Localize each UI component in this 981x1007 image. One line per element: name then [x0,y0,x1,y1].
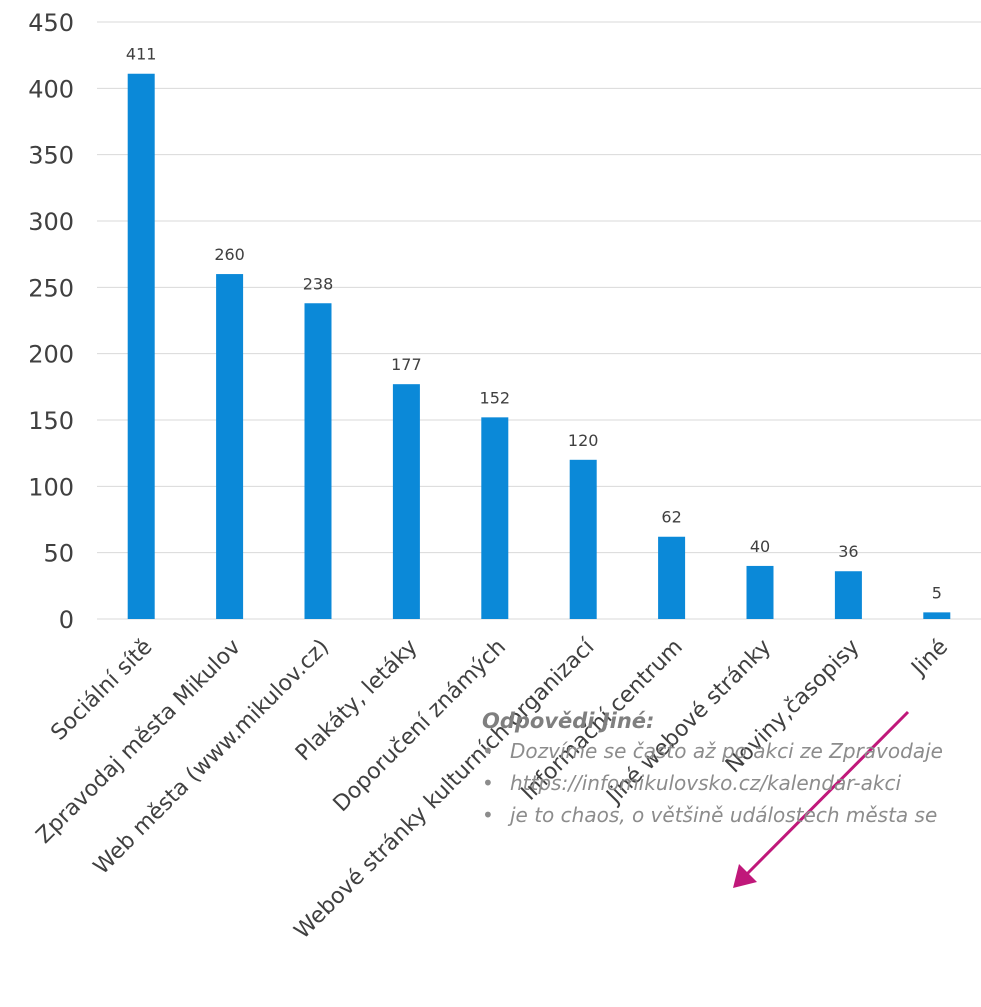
bullet-icon: • [482,771,494,795]
y-tick-label: 200 [28,341,74,369]
bar [923,612,951,619]
y-tick-label: 150 [28,407,74,435]
annotation-arrow [733,710,910,888]
data-label: 5 [932,583,942,602]
y-tick-label: 300 [28,208,74,236]
arrow-shaft [743,710,910,878]
y-tick-label: 250 [28,274,74,302]
data-label: 120 [568,431,599,450]
note-item-text: je to chaos, o většině událostech města … [510,803,938,827]
y-axis-ticks: 0 50 100 150 200 250 300 350 400 450 [28,9,74,634]
note-item: • https://infomikulovsko.cz/kalendar-akci [482,767,981,799]
y-tick-label: 50 [43,540,74,568]
arrow-head-icon [733,864,757,888]
bar [834,571,862,619]
bar [746,565,774,619]
bar [392,384,420,619]
data-label: 40 [750,537,770,556]
y-tick-label: 0 [59,606,74,634]
note-item-text: Dozvíme se často až po akci ze Zpravodaj… [510,739,943,763]
data-label: 260 [214,245,245,264]
note-title: Odpovědi Jiné: [482,709,655,733]
bar [127,73,155,620]
data-label: 36 [838,542,858,561]
bar [216,274,244,619]
note-item: • Dozvíme se často až po akci ze Zpravoda… [482,735,981,767]
data-label: 411 [126,45,157,64]
gridlines [97,21,981,620]
other-answers-note: Odpovědi Jiné: • Dozvíme se často až po a… [482,709,981,1007]
value-labels: 411 260 238 177 152 120 62 40 36 5 [126,45,942,603]
bar [304,303,332,619]
y-tick-label: 350 [28,142,74,170]
y-tick-label: 100 [28,473,74,501]
data-label: 62 [661,508,681,527]
data-label: 152 [480,388,511,407]
note-item-text: https://infomikulovsko.cz/kalendar-akci [510,771,902,795]
y-tick-label: 450 [28,9,74,37]
bullet-icon: • [482,803,494,827]
bar [658,536,686,619]
note-item: • je to chaos, o většině událostech města… [482,799,981,831]
x-tick-label: Jiné [906,635,953,682]
data-label: 238 [303,274,334,293]
bar [569,459,597,619]
bars [127,73,951,620]
data-label: 177 [391,355,422,374]
bar [481,417,509,619]
y-tick-label: 400 [28,75,74,103]
bullet-icon: • [482,739,494,763]
note-list: • Dozvíme se často až po akci ze Zpravoda… [482,735,981,831]
